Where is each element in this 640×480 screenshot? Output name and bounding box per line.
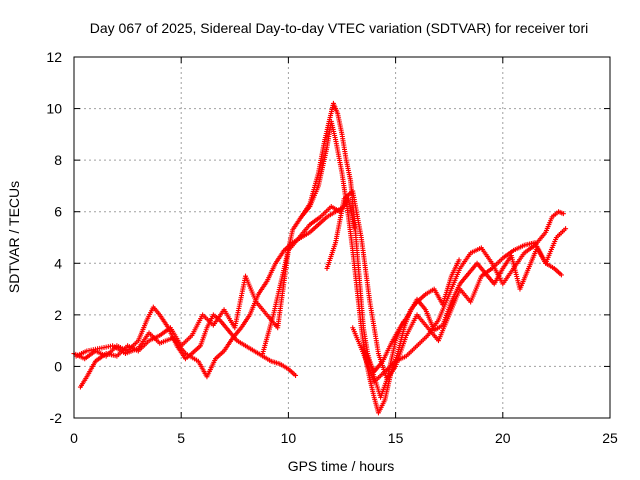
y-tick-label: 0: [54, 358, 62, 374]
grid-lines: [74, 57, 610, 418]
y-tick-label: 6: [54, 204, 62, 220]
y-tick-label: 12: [46, 49, 62, 65]
y-tick-label: 8: [54, 152, 62, 168]
x-tick-label: 5: [177, 430, 185, 446]
data-point: [563, 226, 569, 232]
data-point: [558, 272, 564, 278]
series-track-2: [77, 196, 357, 390]
x-tick-label: 10: [281, 430, 297, 446]
y-axis-label: SDTVAR / TECUs: [6, 181, 22, 293]
y-tick-label: 2: [54, 307, 62, 323]
x-tick-label: 15: [388, 430, 404, 446]
series-track-8: [363, 245, 564, 375]
axis-ticks: 0 5 10 15 20 25 -2 0 2 4 6 8 10 12: [46, 49, 618, 446]
series-track-5: [298, 118, 462, 416]
y-tick-label: 4: [54, 255, 62, 271]
data-points: [71, 100, 569, 416]
data-point: [293, 372, 299, 378]
x-axis-label: GPS time / hours: [288, 458, 395, 474]
x-tick-label: 25: [602, 430, 618, 446]
x-tick-label: 20: [495, 430, 511, 446]
y-tick-label: 10: [46, 101, 62, 117]
y-tick-label: -2: [50, 410, 63, 426]
series-track-6: [324, 188, 569, 382]
x-tick-label: 0: [70, 430, 78, 446]
chart-title: Day 067 of 2025, Sidereal Day-to-day VTE…: [90, 20, 589, 36]
series-track-3: [73, 205, 345, 380]
plot-frame: [73, 56, 611, 419]
data-point: [456, 257, 462, 263]
data-point: [560, 211, 566, 217]
